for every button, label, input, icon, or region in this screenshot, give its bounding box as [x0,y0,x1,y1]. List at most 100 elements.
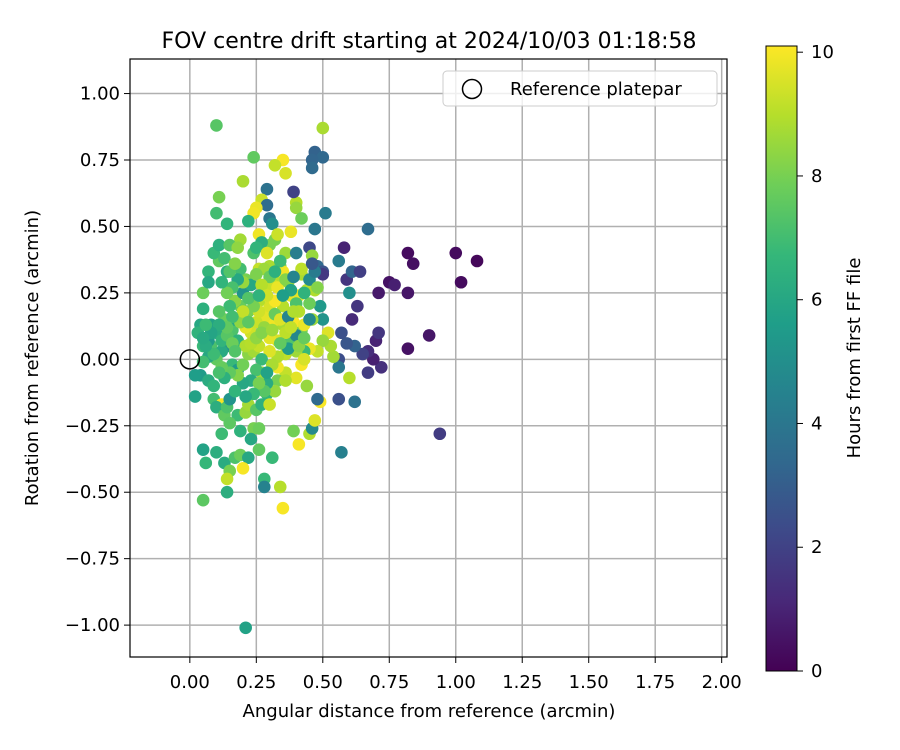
data-point [287,305,300,318]
data-point [236,358,250,371]
data-point [196,493,210,507]
data-point [305,161,319,175]
data-point [284,225,298,239]
data-point [239,621,252,635]
data-point [303,313,316,326]
data-point [196,286,210,300]
data-point [406,257,420,270]
data-point [228,384,242,398]
data-point [311,281,324,294]
data-point [212,238,226,252]
data-point [297,331,311,345]
data-point [289,246,303,260]
data-point [210,446,223,459]
data-point [260,182,274,196]
data-point [372,286,385,300]
data-point [263,345,276,358]
chart-title: FOV centre drift starting at 2024/10/03 … [162,29,697,54]
data-point [295,212,308,225]
colorbar-gradient [765,45,798,672]
data-point [210,119,223,132]
data-point [260,246,274,260]
data-point [188,390,202,403]
data-point [257,480,271,494]
y-tick-label: −1.00 [65,615,120,636]
colorbar-tick-label: 6 [811,290,822,311]
data-point [449,246,463,260]
data-point [223,299,237,313]
x-tick-label: 0.75 [369,672,409,693]
data-point [279,166,292,180]
data-point [188,368,202,382]
x-tick-label: 0.00 [170,672,210,693]
y-tick-label: −0.75 [65,549,120,570]
data-point [292,438,306,451]
x-tick-label: 2.00 [702,672,742,693]
data-point [212,318,226,332]
data-point [265,451,279,464]
data-point [308,414,322,427]
legend-reference-marker [461,78,483,100]
y-tick-label: 0.00 [80,349,120,370]
data-point [337,241,351,255]
data-point [196,331,210,345]
data-point [207,379,221,393]
data-point [284,321,298,334]
data-point [388,278,401,292]
data-point [273,337,287,350]
data-point [252,376,266,390]
colorbar-label: Hours from first FF file [844,258,865,459]
axes [129,58,728,658]
data-point [212,366,226,379]
data-point [273,254,287,268]
y-tick-label: −0.25 [65,416,120,437]
data-point [401,246,415,260]
colorbar-tick-label: 10 [811,42,834,63]
colorbar-tick-label: 2 [811,537,822,558]
data-point [202,265,215,278]
data-point [422,329,436,342]
data-point [250,363,263,377]
data-point [242,315,255,329]
data-point [242,214,255,228]
data-point [215,427,229,441]
data-point [327,350,340,363]
data-point [244,432,258,446]
data-point [236,461,250,475]
data-point [268,265,282,278]
data-point [303,297,316,310]
data-point [305,257,319,270]
data-point [212,305,226,318]
data-point [260,198,274,212]
data-point [220,286,234,300]
data-point [353,265,367,278]
data-point [279,374,292,387]
data-point [220,472,234,486]
legend: Reference platepar [442,70,718,107]
data-point [263,398,276,411]
data-point [215,275,229,289]
y-axis-label: Rotation from reference (arcmin) [22,210,43,506]
x-tick-label: 0.25 [236,672,276,693]
data-point [276,501,290,515]
data-point [255,278,268,292]
data-point [401,342,415,355]
data-point [212,190,226,204]
data-point [255,353,268,366]
data-point [242,451,255,464]
y-tick-label: −0.50 [65,482,120,503]
data-point [220,217,234,231]
colorbar: 0 2 4 6 8 10 Hours from first FF file [765,42,865,682]
data-point [252,443,266,456]
data-point [247,151,260,164]
data-point [316,334,330,348]
data-point [319,206,332,220]
data-point [276,289,290,302]
x-tick-label: 1.50 [569,672,609,693]
data-point [345,313,359,326]
data-point [250,241,263,255]
data-point [289,371,303,385]
data-point [239,390,252,403]
data-point [374,361,388,374]
